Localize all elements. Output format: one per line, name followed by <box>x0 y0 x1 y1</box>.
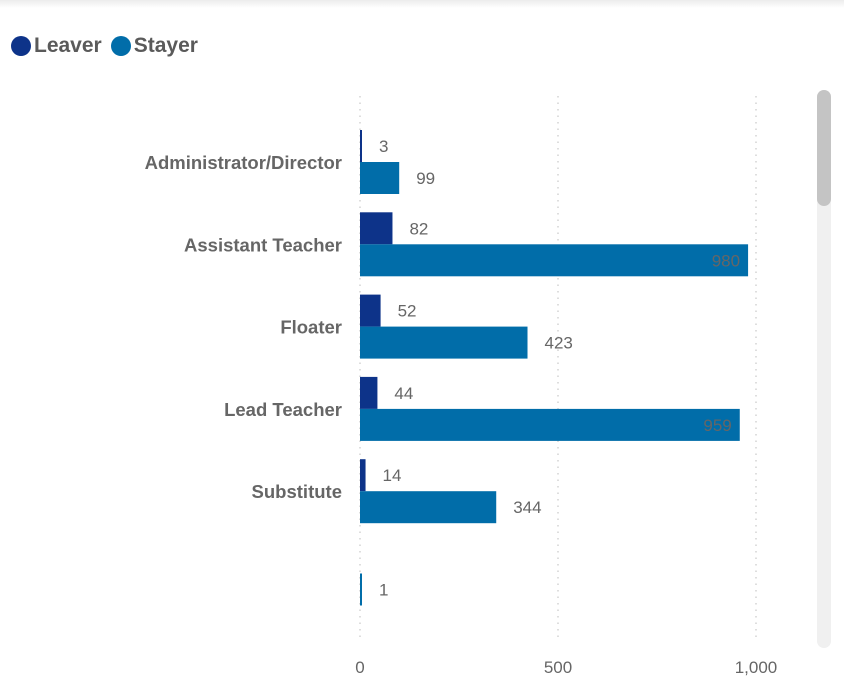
data-label: 82 <box>409 219 428 238</box>
bar-stayer <box>360 162 400 194</box>
x-tick-label: 500 <box>544 658 572 677</box>
bar-stayer <box>360 244 749 277</box>
bar-leaver <box>360 212 393 245</box>
category-label: Floater <box>280 317 342 338</box>
bar-leaver <box>360 130 362 162</box>
legend-item-leaver[interactable]: Leaver <box>11 34 102 58</box>
legend-label-stayer: Stayer <box>133 34 198 57</box>
legend-dot-leaver <box>11 36 31 56</box>
data-label: 423 <box>545 334 573 353</box>
bar-stayer <box>360 573 362 606</box>
scrollbar-track[interactable] <box>817 90 831 648</box>
bar-stayer <box>360 326 528 359</box>
category-label: Assistant Teacher <box>184 234 342 255</box>
data-label: 44 <box>394 384 413 403</box>
category-label: Administrator/Director <box>145 152 342 173</box>
legend-label-leaver: Leaver <box>34 34 102 57</box>
bar-stayer <box>360 408 740 441</box>
data-label: 3 <box>379 137 388 156</box>
category-label: Lead Teacher <box>224 399 342 420</box>
category-label: Substitute <box>252 481 342 502</box>
x-tick-label: 0 <box>355 658 364 677</box>
legend-dot-stayer <box>110 36 131 56</box>
data-label: 1 <box>379 581 388 600</box>
bar-leaver <box>360 459 366 492</box>
legend: Leaver Stayer <box>11 34 207 58</box>
data-label: 344 <box>513 498 541 517</box>
bar-leaver <box>360 294 381 327</box>
data-label: 14 <box>383 466 402 485</box>
scrollbar-thumb[interactable] <box>817 90 831 206</box>
x-tick-label: 1,000 <box>735 658 778 677</box>
bar-stayer <box>360 491 497 524</box>
data-label: 52 <box>398 302 417 321</box>
top-border <box>0 0 844 8</box>
legend-item-stayer[interactable]: Stayer <box>110 34 198 58</box>
data-label: 980 <box>712 251 740 270</box>
data-label: 959 <box>703 416 731 435</box>
data-label: 99 <box>416 169 435 188</box>
bar-leaver <box>360 376 378 409</box>
